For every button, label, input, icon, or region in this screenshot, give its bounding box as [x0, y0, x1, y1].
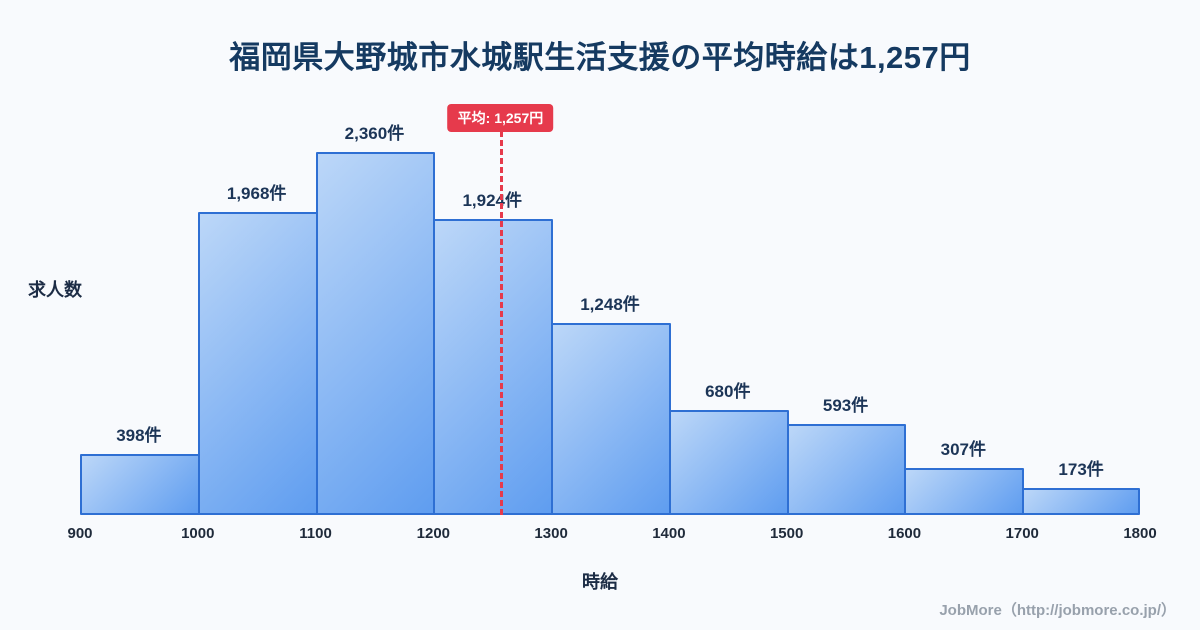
- average-badge: 平均: 1,257円: [447, 104, 554, 132]
- bar-value-label: 680件: [705, 382, 751, 401]
- x-tick-label: 1000: [181, 525, 215, 542]
- bar-value-label: 173件: [1058, 460, 1104, 479]
- histogram-bar: [1022, 488, 1140, 515]
- x-tick-label: 1200: [416, 525, 451, 542]
- y-axis-label: 求人数: [28, 280, 82, 300]
- x-tick-label: 900: [67, 525, 93, 542]
- histogram-bar: [197, 212, 318, 515]
- x-tick-label: 1500: [769, 525, 804, 542]
- histogram-bar: [551, 323, 671, 515]
- bar-value-label: 307件: [940, 440, 987, 459]
- histogram-plot-area: 398件 1,968件 2,360件 1,924件 1,248件 680件 593件 307件…: [67, 115, 1156, 542]
- bar-value-label: 1,924件: [462, 191, 522, 210]
- x-tick-label: 1300: [534, 525, 568, 542]
- x-tick-label: 1800: [1123, 525, 1157, 542]
- histogram-bar: [668, 410, 789, 515]
- x-tick-label: 1100: [299, 525, 332, 542]
- histogram-bar: [80, 454, 200, 515]
- x-tick-label: 1400: [652, 525, 686, 542]
- histogram-bar: [904, 468, 1025, 515]
- bar-value-label: 398件: [116, 426, 162, 445]
- footer-credit: JobMore（http://jobmore.co.jp/）: [939, 602, 1176, 619]
- x-tick-label: 1700: [1005, 525, 1039, 542]
- x-axis-label: 時給: [582, 572, 618, 592]
- x-tick-label: 1600: [887, 525, 922, 542]
- chart-title: 福岡県大野城市水城駅生活支援の平均時給は1,257円: [229, 40, 971, 75]
- bar-value-label: 593件: [822, 396, 869, 415]
- histogram-bar: [786, 424, 907, 515]
- bar-value-label: 2,360件: [344, 124, 405, 143]
- histogram-bar: [315, 152, 436, 515]
- bar-value-label: 1,968件: [226, 184, 287, 203]
- average-line: [500, 131, 504, 515]
- bar-value-label: 1,248件: [580, 295, 640, 314]
- histogram-bar: [433, 219, 554, 515]
